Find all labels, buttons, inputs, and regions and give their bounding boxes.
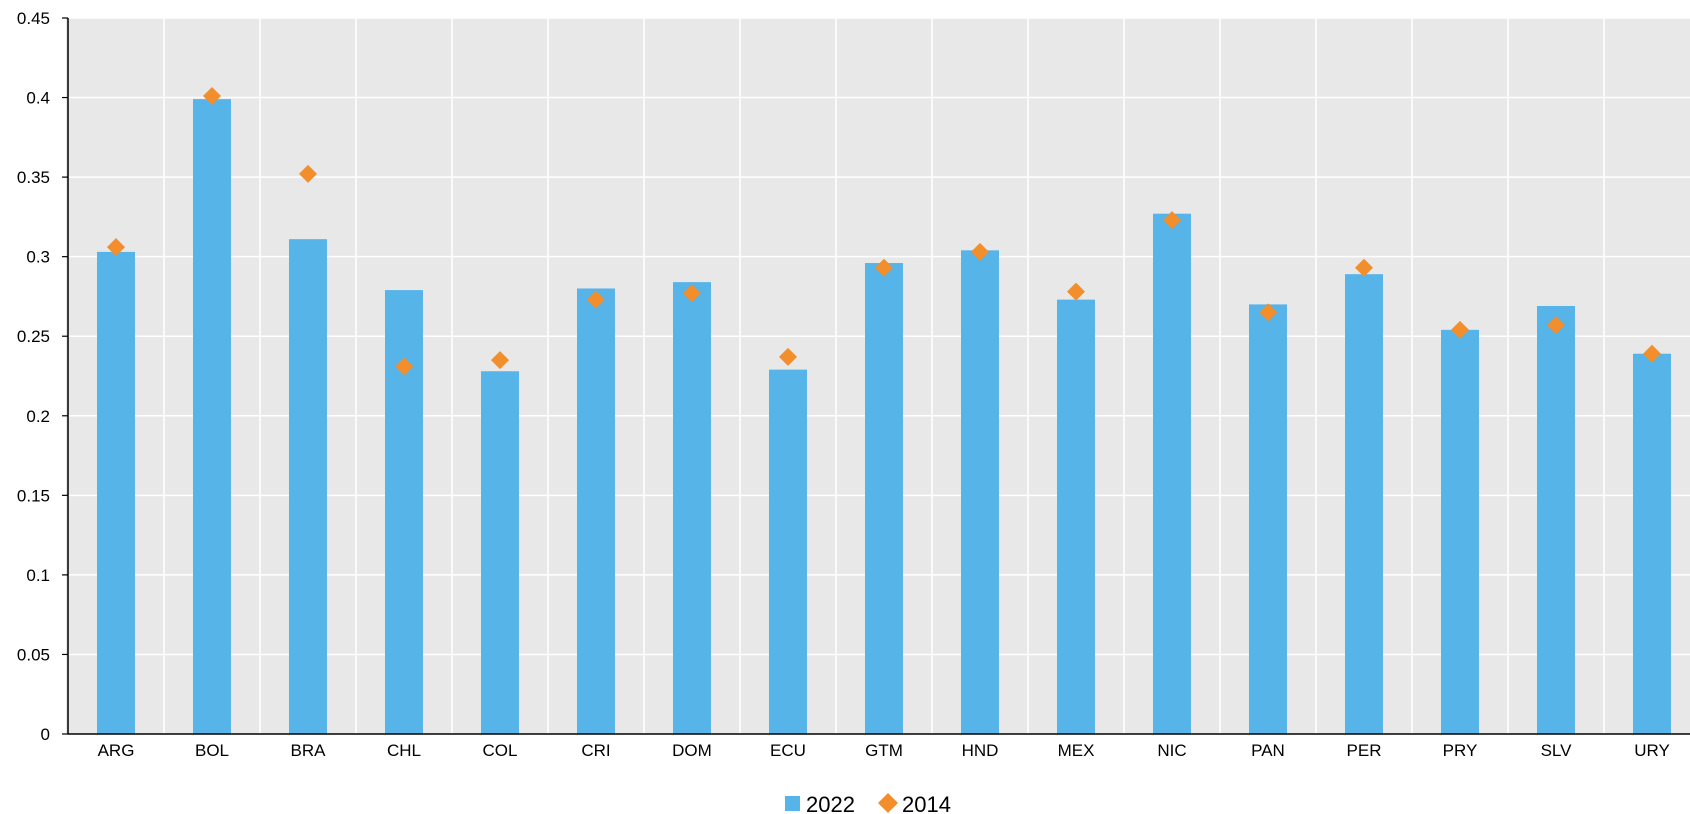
marker-2014-nic [1163,211,1181,230]
x-tick-label-per: PER [1347,741,1382,760]
marker-2014-bol [203,86,221,105]
marker-2014-ecu [779,347,797,366]
bar-2022-slv [1537,305,1575,734]
legend: 2022 2014 [785,792,951,814]
x-tick-label-chl: CHL [387,741,421,760]
x-tick-label-hnd: HND [962,741,999,760]
axes [67,18,1690,735]
bar-2022-dom [673,282,711,734]
gridlines [68,17,1690,734]
legend-swatch-2014 [878,793,898,813]
bar-2022-bra [289,239,327,735]
x-tick-label-ecu: ECU [770,741,806,760]
bar-2022-ury [1633,353,1671,734]
legend-label-2014: 2014 [902,792,951,814]
x-tick-label-col: COL [483,741,518,760]
marker-2014-col [491,351,509,370]
x-tick-label-cri: CRI [581,741,610,760]
marker-2014-ury [1643,344,1661,363]
x-tick-labels: ARG BOL BRA CHL COL CRI DOM ECU GTM HND MEX NIC PAN P… [98,741,1670,760]
marker-2014-pan [1259,303,1277,322]
legend-label-2022: 2022 [806,792,855,814]
marker-2014-hnd [971,242,989,261]
marker-2014-bra [299,164,317,183]
y-tick-label: 0.2 [26,407,50,426]
x-tick-label-nic: NIC [1157,741,1186,760]
bar-2022-pry [1441,329,1479,734]
marker-2014-per [1355,258,1373,277]
y-tick-label: 0 [41,725,50,744]
marker-2014-slv [1547,316,1565,335]
bar-2022-bol [193,99,231,734]
x-tick-label-pry: PRY [1443,741,1478,760]
y-tick-label: 0.05 [17,645,50,664]
x-tick-label-dom: DOM [672,741,712,760]
bar-2022-pan [1249,304,1287,734]
x-tick-label-pan: PAN [1251,741,1285,760]
marker-2014-cri [587,290,605,309]
bar-2022-chl [385,290,423,734]
marker-2014-chl [395,357,413,376]
y-tick-label: 0.1 [26,566,50,585]
bar-2022-arg [97,251,135,735]
y-tick-label: 0.45 [17,9,50,28]
x-tick-label-bol: BOL [195,741,229,760]
legend-swatch-2022 [785,796,800,811]
x-tick-label-slv: SLV [1541,741,1573,760]
bar-2022-gtm [865,263,903,734]
x-tick-label-gtm: GTM [865,741,903,760]
marker-2014-dom [683,284,701,303]
y-tick-label: 0.25 [17,327,50,346]
x-tick-label-arg: ARG [98,741,135,760]
x-tick-label-bra: BRA [291,741,327,760]
y-tick-label: 0.15 [17,486,50,505]
bar-2022-ecu [769,369,807,734]
bar-2022-hnd [961,250,999,734]
marker-2014-gtm [875,258,893,277]
y-tick-label: 0.35 [17,168,50,187]
y-tick-label: 0.3 [26,248,50,267]
bar-series-2022 [97,99,1671,735]
y-tick-labels: 0 0.05 0.1 0.15 0.2 0.25 0.3 0.35 0.4 0.45 [17,9,68,744]
x-tick-label-ury: URY [1634,741,1670,760]
bar-2022-nic [1153,213,1191,734]
bar-2022-per [1345,274,1383,734]
bar-2022-col [481,371,519,734]
marker-2014-arg [107,238,125,257]
marker-2014-mex [1067,282,1085,301]
x-tick-label-mex: MEX [1058,741,1095,760]
bar-2022-cri [577,288,615,734]
bar-2022-mex [1057,299,1095,734]
y-tick-label: 0.4 [26,89,50,108]
marker-2014-pry [1451,320,1469,339]
marker-series-2014 [107,86,1661,376]
